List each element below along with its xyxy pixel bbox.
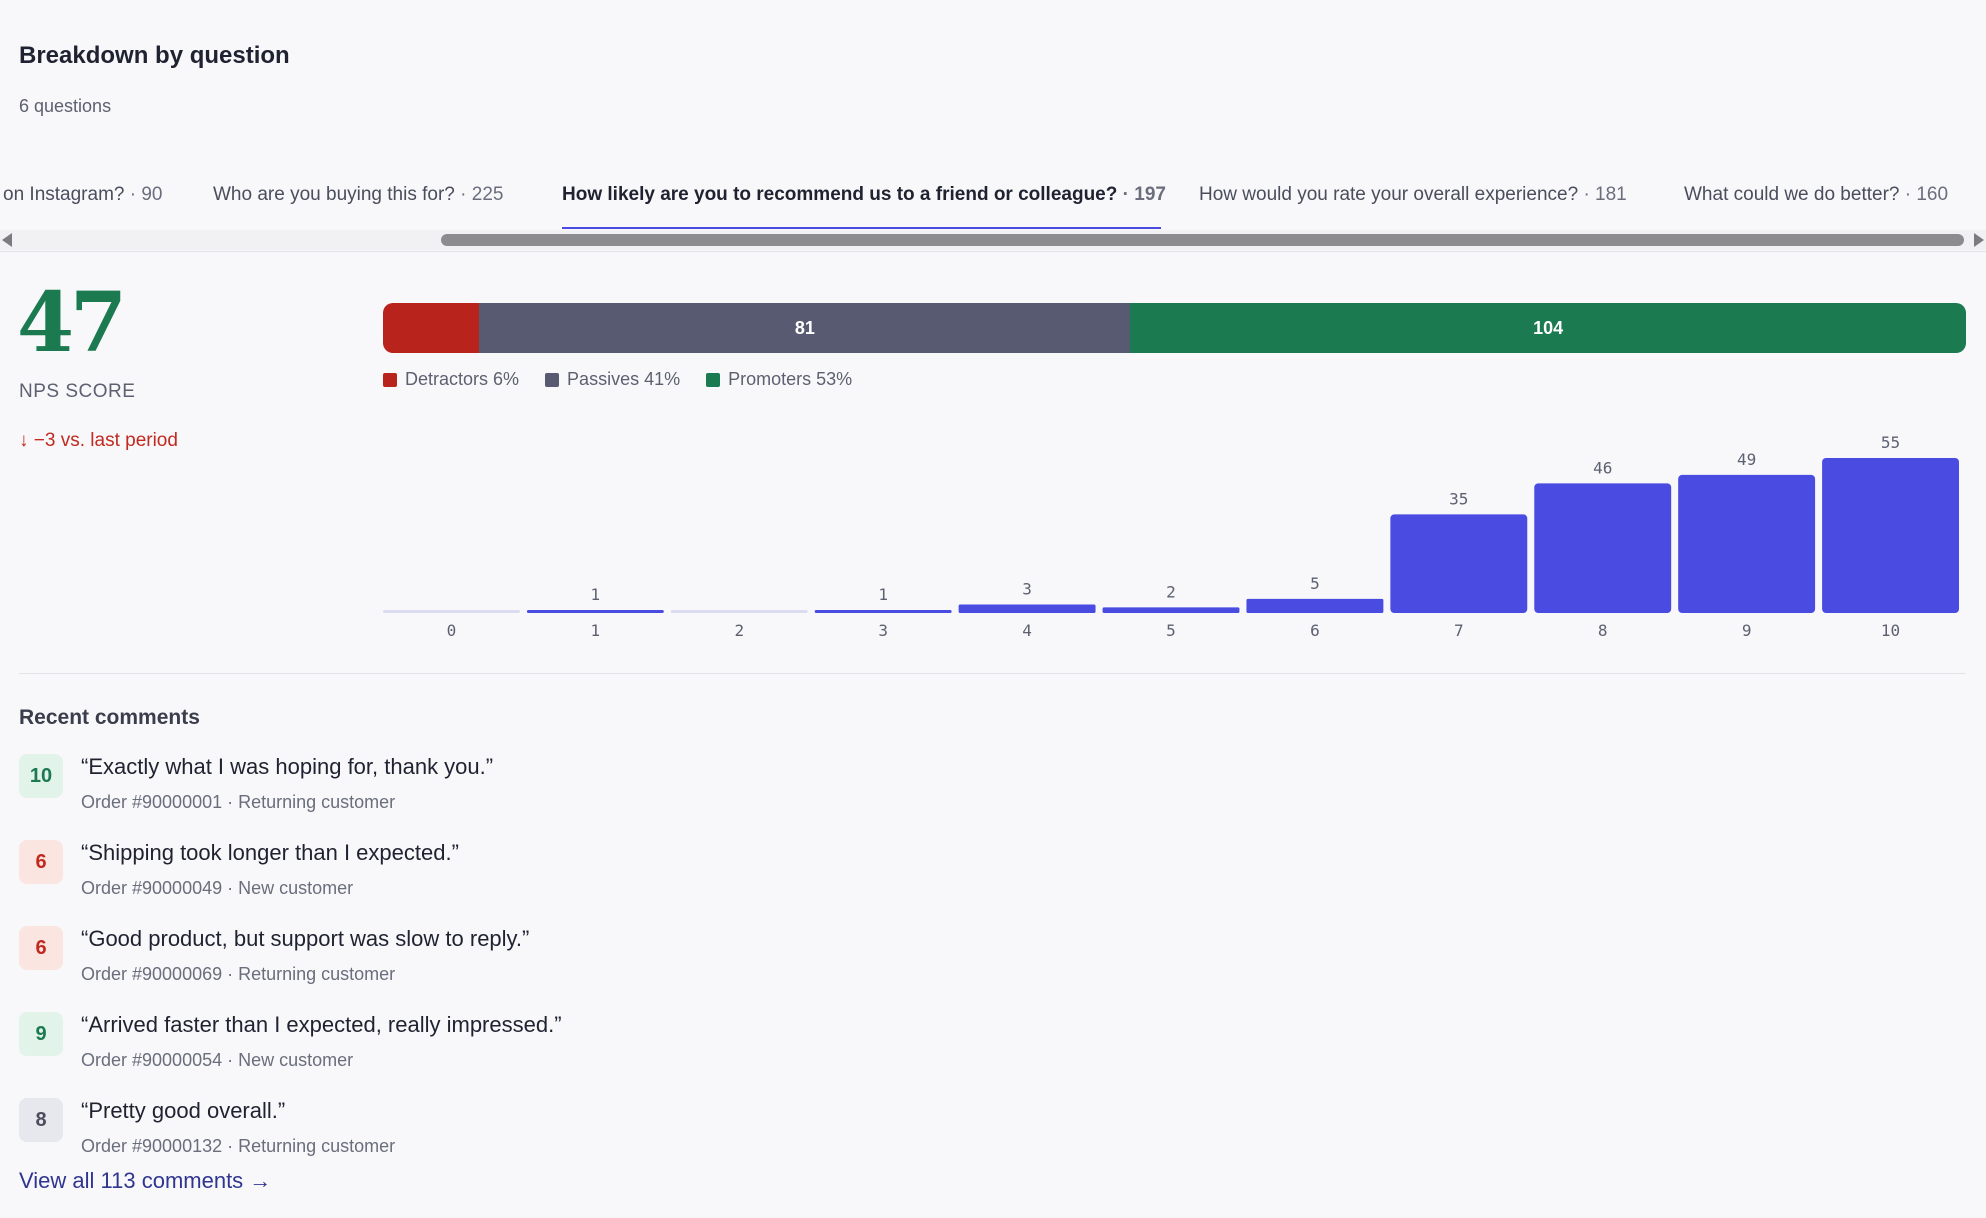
- nps-score-value: 47: [17, 275, 127, 371]
- legend-passives: Passives 41%: [545, 369, 680, 390]
- tab-label: How would you rate your overall experien…: [1199, 184, 1579, 205]
- passives-swatch: [545, 372, 560, 387]
- legend-label: Detractors 6%: [405, 369, 520, 389]
- score-badge: 9: [19, 1012, 63, 1056]
- comment-item: 6 “Good product, but support was slow to…: [19, 926, 1219, 1006]
- tab-label: What could we do better?: [1684, 184, 1900, 205]
- detractors-swatch: [383, 372, 397, 387]
- bar-category-label: 1: [591, 621, 601, 640]
- score-badge: 6: [19, 840, 63, 884]
- score-badge: 10: [19, 754, 63, 798]
- active-tab-indicator: [562, 227, 1161, 229]
- histogram-bar-7: [1390, 514, 1528, 613]
- histogram-bar-9: [1678, 474, 1816, 613]
- histogram-bar-1: [526, 610, 664, 613]
- bar-value-label: 46: [1593, 458, 1612, 477]
- recent-comments-title: Recent comments: [19, 706, 200, 729]
- divider: [0, 251, 1986, 252]
- bar-value-label: 1: [878, 585, 888, 604]
- question-tabs: on Instagram? · 90 Who are you buying th…: [0, 170, 1986, 232]
- passives-segment: 81: [479, 303, 1131, 353]
- section-title: Breakdown by question: [19, 42, 290, 69]
- histogram-bar-3: [814, 610, 952, 613]
- score-badge: 6: [19, 926, 63, 970]
- bar-category-label: 3: [878, 621, 888, 640]
- histogram-bar-5: [1102, 607, 1240, 613]
- comment-text: “Good product, but support was slow to r…: [81, 926, 530, 951]
- bar-category-label: 8: [1598, 621, 1608, 640]
- histogram-bar-10: [1822, 458, 1959, 613]
- legend-detractors: Detractors 6%: [383, 369, 519, 390]
- comment-item: 6 “Shipping took longer than I expected.…: [19, 840, 1219, 920]
- promoters-segment: 104: [1130, 303, 1966, 353]
- score-histogram: 0 1 1 2 1 3 3 4 2 5 5 6 35 7 46 8 49 9 55 10: [383, 430, 1966, 640]
- comment-text: “Exactly what I was hoping for, thank yo…: [81, 754, 494, 779]
- histogram-bar-2: [670, 610, 808, 613]
- tab-count: · 90: [129, 184, 163, 205]
- distribution-legend: Detractors 6% Passives 41% Promoters 53%: [383, 369, 852, 390]
- tab-label: Who are you buying this for?: [213, 184, 455, 205]
- tabs-scrollbar[interactable]: [0, 230, 1986, 250]
- bar-value-label: 2: [1166, 582, 1176, 601]
- comment-text: “Arrived faster than I expected, really …: [81, 1012, 562, 1037]
- comment-item: 8 “Pretty good overall.” Order #90000132…: [19, 1098, 1219, 1178]
- comment-item: 10 “Exactly what I was hoping for, thank…: [19, 754, 1219, 834]
- comment-meta: Order #90000001 · Returning customer: [81, 792, 396, 812]
- detractors-segment: [383, 303, 480, 353]
- comment-meta: Order #90000054 · New customer: [81, 1050, 354, 1070]
- comment-text: “Shipping took longer than I expected.”: [81, 840, 459, 865]
- scroll-thumb[interactable]: [441, 234, 1964, 246]
- bar-category-label: 2: [734, 621, 744, 640]
- legend-promoters: Promoters 53%: [706, 369, 852, 390]
- comment-text: “Pretty good overall.”: [81, 1098, 286, 1123]
- view-all-comments-link[interactable]: View all 113 comments →: [19, 1168, 272, 1193]
- nps-score-label: NPS SCORE: [19, 381, 136, 402]
- tab-count: · 225: [460, 184, 504, 205]
- bar-value-label: 49: [1737, 450, 1756, 469]
- comment-meta: Order #90000132 · Returning customer: [81, 1136, 396, 1156]
- scroll-left-arrow-icon[interactable]: [2, 233, 12, 247]
- tab-label: on Instagram?: [3, 184, 125, 205]
- bar-value-label: 35: [1449, 489, 1468, 508]
- score-badge: 8: [19, 1098, 63, 1142]
- tab-recommend[interactable]: How likely are you to recommend us to a …: [562, 184, 1166, 206]
- histogram-bar-0: [383, 610, 520, 613]
- bar-category-label: 5: [1166, 621, 1176, 640]
- divider: [19, 673, 1966, 674]
- bar-category-label: 4: [1022, 621, 1032, 640]
- histogram-bar-6: [1246, 598, 1384, 613]
- bar-category-label: 10: [1881, 621, 1900, 640]
- bar-value-label: 1: [591, 585, 601, 604]
- comment-item: 9 “Arrived faster than I expected, reall…: [19, 1012, 1219, 1092]
- histogram-bar-4: [958, 604, 1096, 613]
- tab-do-better[interactable]: What could we do better? · 160: [1684, 184, 1948, 206]
- promoters-swatch: [706, 372, 721, 387]
- scroll-right-arrow-icon[interactable]: [1974, 233, 1984, 247]
- comment-meta: Order #90000069 · Returning customer: [81, 964, 396, 984]
- tab-count: · 160: [1904, 184, 1949, 205]
- bar-category-label: 7: [1454, 621, 1464, 640]
- bar-value-label: 3: [1022, 580, 1032, 599]
- nps-change-indicator: ↓ −3 vs. last period: [19, 430, 178, 451]
- legend-label: Passives 41%: [567, 369, 681, 389]
- bar-category-label: 0: [447, 621, 457, 640]
- tab-count: · 181: [1583, 184, 1627, 205]
- tab-overall-experience[interactable]: How would you rate your overall experien…: [1199, 184, 1627, 206]
- question-count: 6 questions: [19, 96, 112, 116]
- response-distribution-bar: 81 104: [383, 303, 1966, 353]
- bar-category-label: 6: [1310, 621, 1320, 640]
- histogram-bar-8: [1534, 483, 1672, 613]
- bar-category-label: 9: [1742, 621, 1752, 640]
- legend-label: Promoters 53%: [728, 369, 853, 389]
- comment-meta: Order #90000049 · New customer: [81, 878, 354, 898]
- tab-label: How likely are you to recommend us to a …: [562, 184, 1118, 205]
- bar-value-label: 5: [1310, 574, 1320, 593]
- tab-count: · 197: [1122, 184, 1166, 205]
- tab-buying-for[interactable]: Who are you buying this for? · 225: [213, 184, 503, 206]
- bar-value-label: 55: [1881, 433, 1900, 452]
- tab-instagram[interactable]: on Instagram? · 90: [3, 184, 163, 206]
